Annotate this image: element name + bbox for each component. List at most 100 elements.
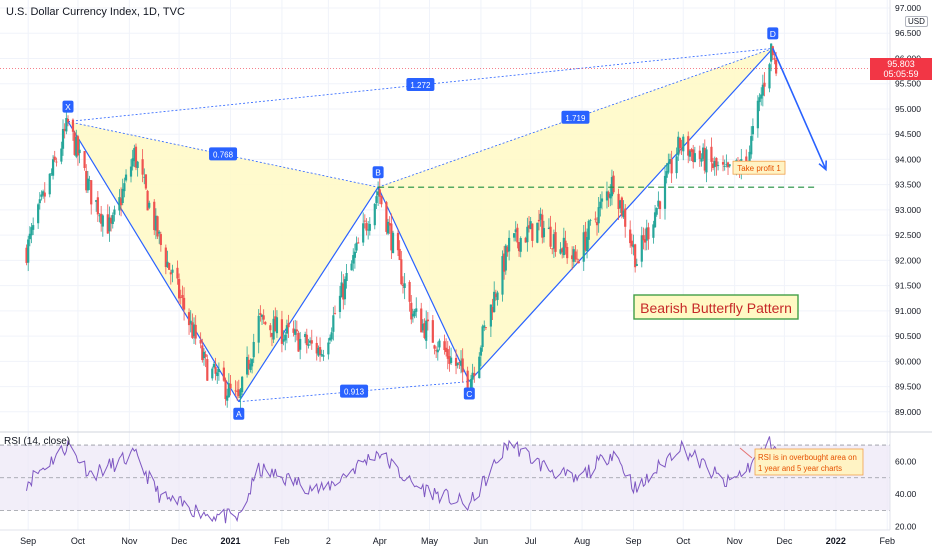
candle-body	[612, 176, 614, 193]
candle-body	[113, 210, 115, 215]
candle-body	[253, 342, 255, 357]
price-tick-label: 93.500	[895, 180, 921, 190]
candle-body	[496, 293, 498, 300]
candle-body	[334, 313, 336, 314]
rsi-annotation-line2: 1 year and 5 year charts	[758, 464, 842, 473]
candle-body	[729, 164, 731, 166]
pattern-fill-bcd	[378, 48, 773, 381]
candle-body	[601, 198, 603, 201]
harmonic-pattern[interactable]	[68, 48, 773, 401]
candle-body	[311, 340, 313, 343]
time-tick-label: Sep	[20, 536, 36, 546]
candle-body	[258, 316, 260, 343]
candle-body	[705, 149, 707, 172]
candle-body	[437, 350, 439, 353]
candle-body	[409, 282, 411, 302]
time-tick-label: 2021	[220, 536, 240, 546]
candle-body	[752, 126, 754, 134]
time-tick-label: Sep	[625, 536, 641, 546]
candle-body	[296, 329, 298, 331]
time-tick-label: Dec	[776, 536, 793, 546]
candle-body	[656, 208, 658, 215]
candle-body	[112, 215, 114, 224]
candle-body	[599, 202, 601, 208]
candle-body	[425, 321, 427, 341]
candle-body	[39, 199, 41, 203]
ratio-text: 1.719	[565, 114, 586, 123]
candle-body	[554, 232, 556, 252]
candle-body	[213, 364, 215, 367]
time-tick-label: Feb	[879, 536, 895, 546]
candle-body	[206, 359, 208, 381]
candle-body	[223, 368, 225, 381]
candle-body	[757, 101, 759, 128]
candle-body	[427, 320, 429, 322]
time-tick-label: Dec	[171, 536, 188, 546]
ratio-label: 0.913	[340, 385, 368, 398]
candle-body	[634, 244, 636, 267]
candle-body	[158, 232, 160, 234]
candle-body	[513, 233, 515, 237]
candle-body	[564, 241, 566, 248]
price-tick-label: 92.500	[895, 230, 921, 240]
price-tick-label: 90.500	[895, 331, 921, 341]
candle-body	[574, 251, 576, 259]
time-tick-label: 2	[326, 536, 331, 546]
candle-body	[485, 327, 487, 328]
currency-badge[interactable]: USD	[905, 16, 928, 27]
candle-body	[357, 242, 359, 243]
take-profit-text: Take profit 1	[737, 164, 781, 173]
candle-body	[67, 119, 69, 122]
point-text: C	[466, 389, 472, 399]
candle-body	[350, 264, 352, 271]
candle-body	[306, 335, 308, 345]
candle-body	[438, 341, 440, 348]
candle-body	[331, 332, 333, 339]
candle-body	[263, 315, 265, 319]
candle-body	[27, 239, 29, 262]
candle-body	[520, 238, 522, 252]
candle-body	[462, 358, 464, 372]
candle-body	[374, 204, 376, 225]
candle-body	[549, 227, 551, 247]
candle-body	[531, 224, 533, 241]
ratio-text: 1.272	[410, 81, 431, 90]
point-label-c: C	[464, 388, 475, 400]
candle-body	[55, 162, 57, 163]
candle-body	[415, 308, 417, 311]
candle-body	[392, 233, 394, 253]
candle-body	[667, 163, 669, 172]
candle-body	[123, 183, 125, 191]
candle-body	[37, 204, 39, 223]
symbol-title: U.S. Dollar Currency Index, 1D, TVC	[6, 6, 185, 18]
price-tick-label: 91.500	[895, 281, 921, 291]
candle-body	[364, 221, 366, 222]
candle-body	[526, 227, 528, 242]
price-tick-label: 89.500	[895, 382, 921, 392]
chart-canvas[interactable]: 89.00089.50090.00090.50091.00091.50092.0…	[0, 0, 932, 550]
point-label-x: X	[62, 101, 73, 113]
price-tick-label: 91.000	[895, 306, 921, 316]
rsi-tick-label: 40.00	[895, 489, 917, 499]
candle-body	[259, 313, 261, 315]
rsi-tick-label: 60.00	[895, 456, 917, 466]
pattern-fill-xab	[68, 122, 378, 402]
candle-body	[636, 264, 638, 266]
ratio-label: 1.272	[406, 78, 434, 91]
candle-body	[79, 150, 81, 153]
candle-body	[481, 326, 483, 347]
price-tick-label: 95.000	[895, 104, 921, 114]
candle-body	[671, 159, 673, 173]
point-label-a: A	[233, 408, 244, 420]
candle-body	[710, 147, 712, 162]
point-label-d: D	[767, 27, 778, 39]
candle-body	[148, 203, 150, 208]
candle-body	[322, 355, 324, 357]
candle-body	[543, 228, 545, 237]
candle-body	[339, 296, 341, 312]
ratio-text: 0.913	[344, 388, 365, 397]
candle-body	[307, 344, 309, 345]
candle-body	[241, 377, 243, 392]
candle-body	[551, 248, 553, 249]
candle-body	[269, 325, 271, 330]
